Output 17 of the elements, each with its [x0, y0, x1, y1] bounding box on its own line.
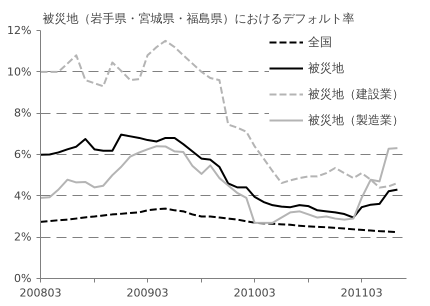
y-tick-label: 2%	[14, 230, 32, 244]
y-tick-label: 0%	[14, 272, 32, 285]
legend-label: 全国	[308, 34, 332, 50]
y-tick-label: 4%	[14, 189, 32, 202]
y-tick-label: 10%	[7, 65, 32, 78]
chart-title: 被災地（岩手県・宮城県・福島県）におけるデフォルト率	[42, 12, 354, 26]
legend-label: 被災地（建設業）	[308, 86, 404, 102]
x-tick-label: 200903	[126, 286, 169, 300]
y-tick-label: 12%	[7, 24, 32, 37]
x-tick-label: 201103	[340, 286, 383, 300]
line-series	[40, 134, 398, 219]
x-tick-label: 201003	[234, 286, 276, 300]
x-tick-label: 200803	[20, 286, 62, 300]
y-tick-label: 6%	[14, 148, 32, 161]
legend-label: 被災地	[308, 60, 344, 76]
y-tick-label: 8%	[14, 106, 32, 120]
legend-label: 被災地（製造業）	[308, 112, 404, 128]
